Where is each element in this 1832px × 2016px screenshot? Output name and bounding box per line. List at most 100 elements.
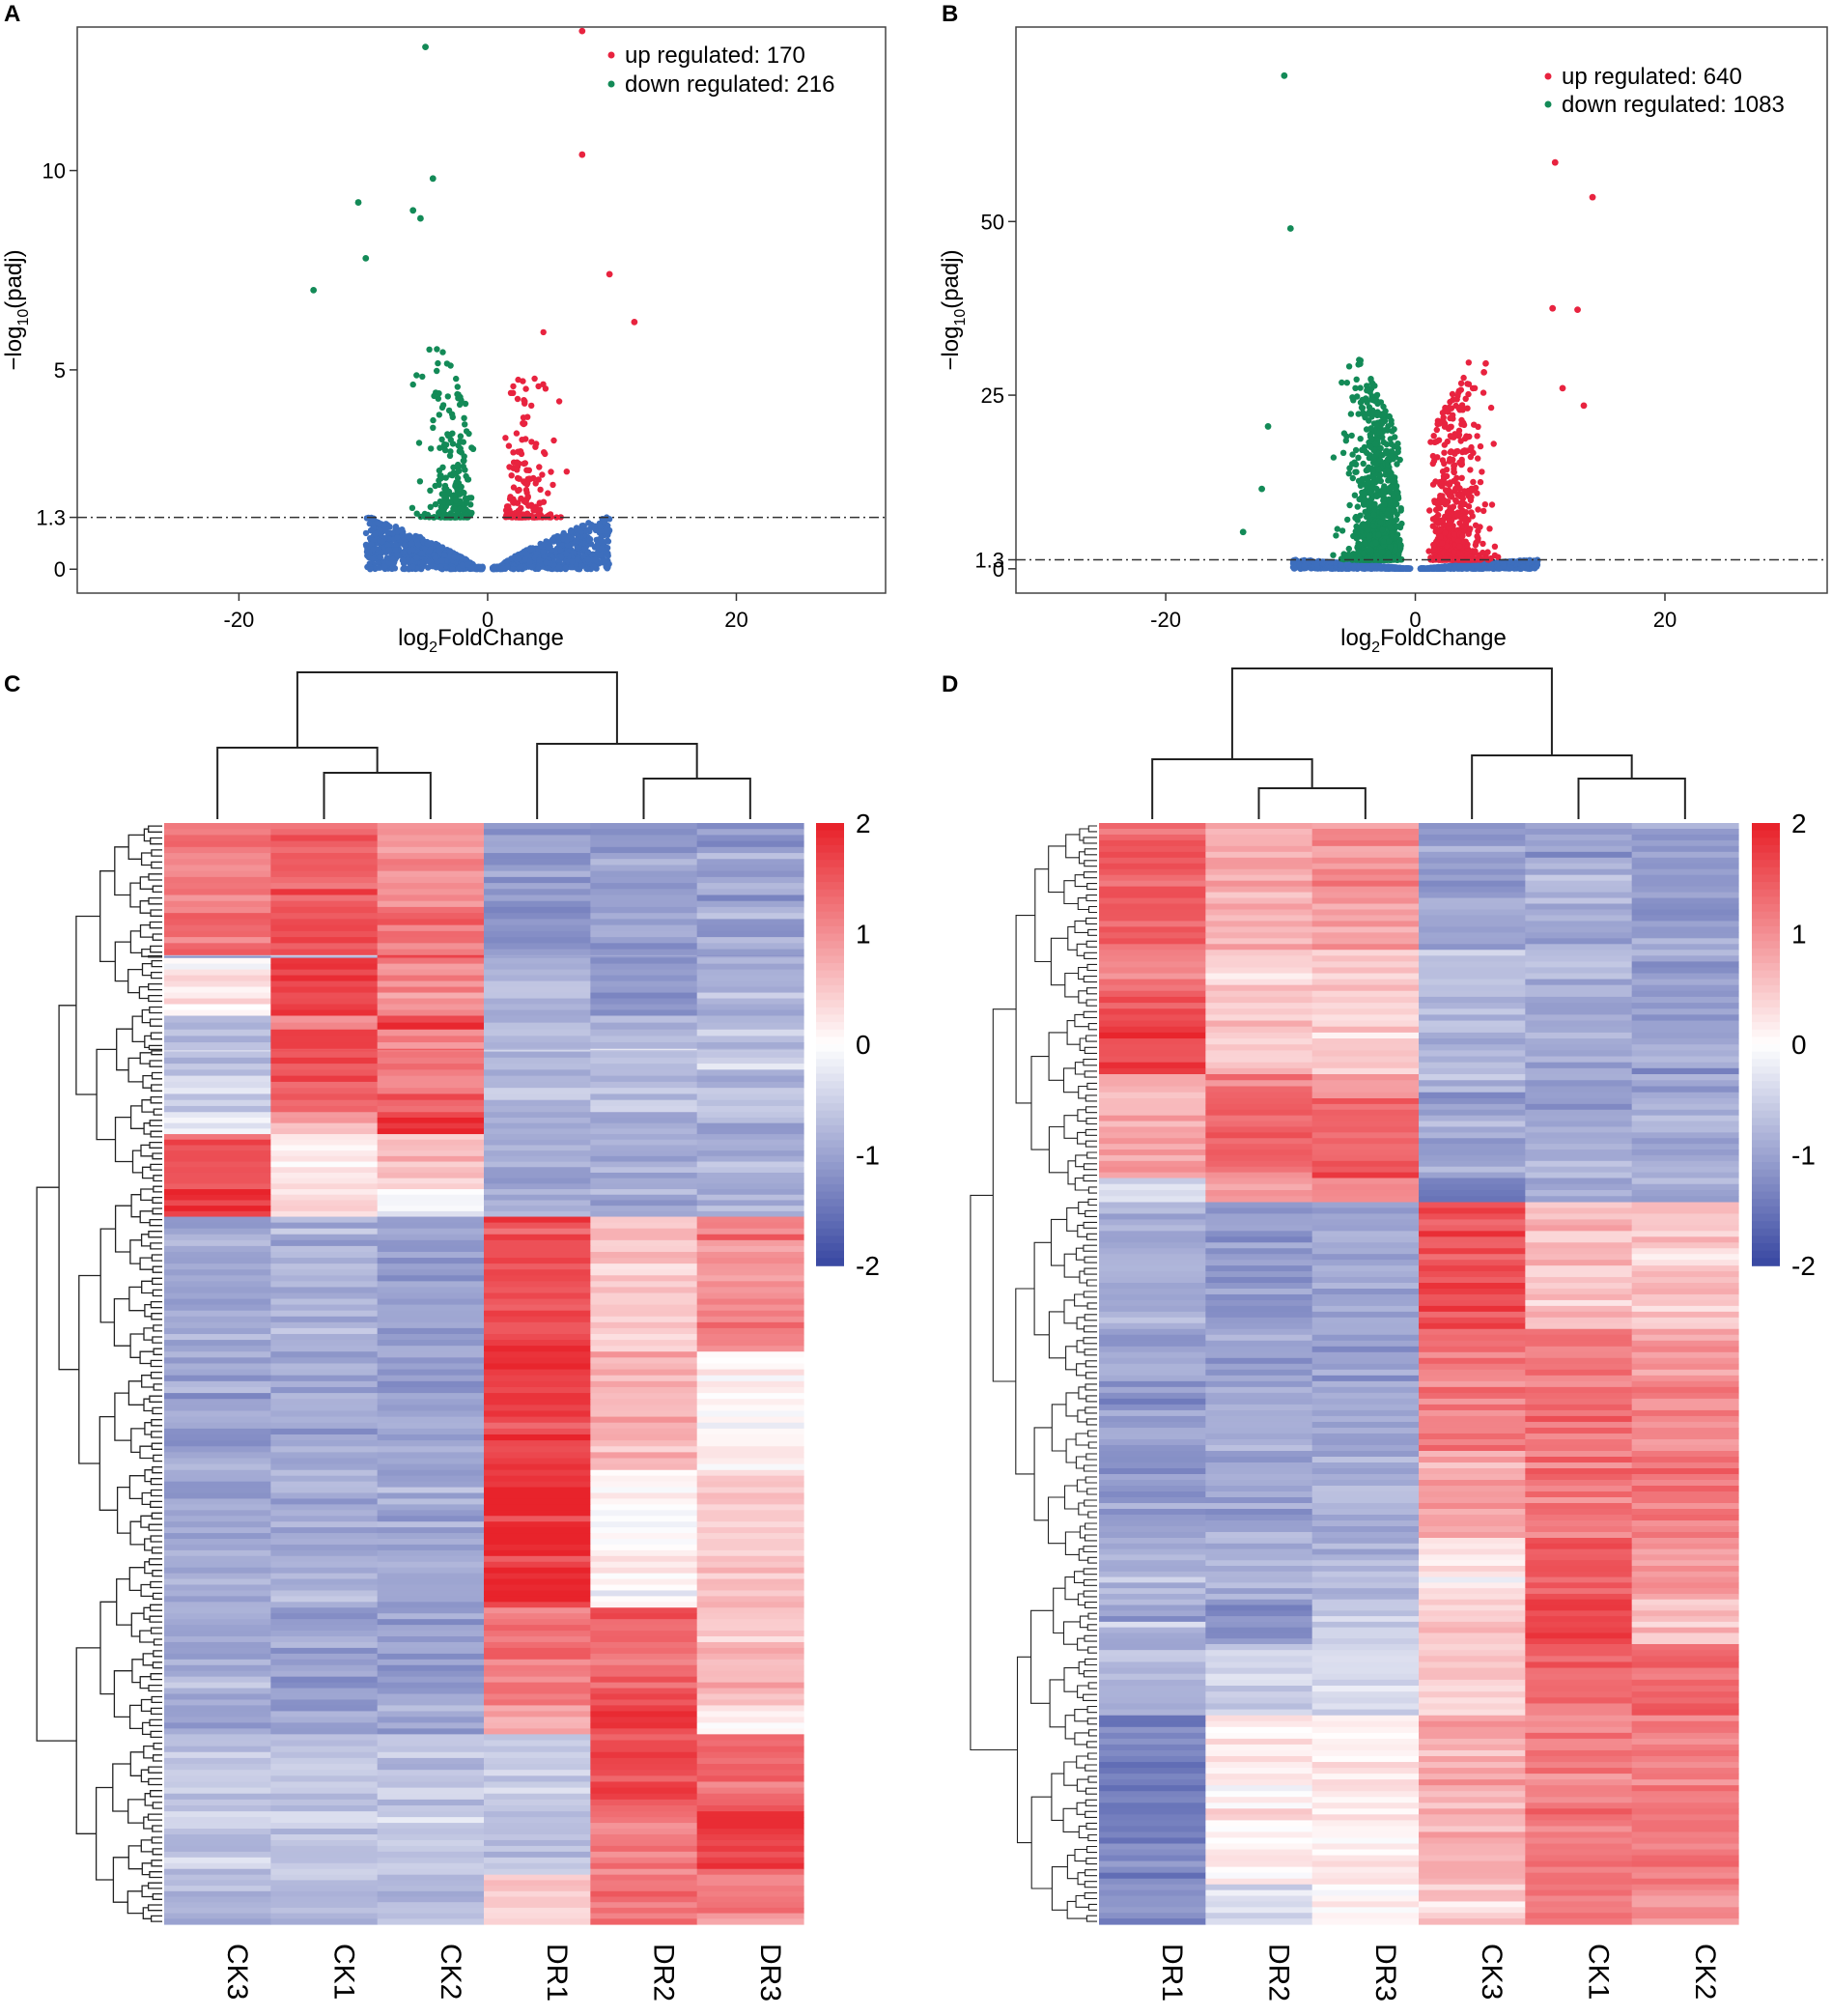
volcano-b-point-up	[1453, 511, 1461, 518]
volcano-b-point-down	[1380, 487, 1387, 495]
volcano-b-point-down	[1364, 387, 1370, 394]
volcano-a-point-ns	[598, 527, 605, 534]
volcano-a-point-ns	[388, 565, 396, 573]
volcano-b-point-up	[1468, 509, 1475, 516]
volcano-b-point-up	[1480, 549, 1486, 556]
volcano-b-point-ns	[1290, 565, 1298, 572]
volcano-b-point-up	[1491, 543, 1499, 550]
volcano-a-point-up	[502, 435, 509, 441]
volcano-b-point-down	[1393, 516, 1400, 524]
volcano-a-point-up	[521, 460, 527, 468]
volcano-b-point-up	[1445, 425, 1452, 432]
volcano-b-point-up	[1490, 440, 1497, 447]
volcano-a-point-up	[519, 437, 525, 443]
volcano-a-point-ns	[563, 551, 570, 557]
volcano-a-point-down	[457, 445, 464, 452]
volcano-b-point-ns	[1477, 564, 1483, 571]
volcano-b-point-down	[1353, 376, 1360, 383]
volcano-a-point-ns	[385, 547, 393, 554]
volcano-b-point-down	[1390, 478, 1396, 485]
volcano-b-point-down	[1392, 497, 1398, 504]
volcano-a-point-ns	[409, 546, 416, 554]
volcano-a-point-up	[514, 459, 521, 466]
panel-label-d: D	[942, 671, 958, 697]
volcano-a-point-ns	[605, 553, 611, 559]
volcano-a-point-up	[545, 490, 551, 497]
volcano-a-point-up	[534, 508, 542, 515]
volcano-a-point-down	[437, 444, 443, 451]
panel-label-b: B	[942, 1, 958, 27]
volcano-a-point-down	[434, 346, 440, 353]
volcano-a-point-up	[563, 469, 570, 475]
volcano-a-ytick-label: 1.3	[36, 506, 66, 530]
volcano-b-point-up	[1474, 433, 1480, 440]
volcano-b-ytick-label: 50	[981, 210, 1004, 234]
volcano-a-point-ns	[418, 559, 426, 566]
volcano-a-point-down	[409, 381, 416, 388]
legend-down-label-a: down regulated: 216	[625, 71, 835, 98]
volcano-b-point-down	[1360, 460, 1367, 468]
volcano-b-point-up	[1471, 421, 1478, 428]
volcano-a-point-down	[462, 400, 469, 408]
volcano-b-point-down	[1374, 409, 1381, 415]
volcano-a-point-down	[445, 407, 453, 414]
volcano-a-point-down	[459, 506, 465, 513]
volcano-b-point-up	[1480, 389, 1487, 396]
volcano-b-point-up	[1467, 525, 1474, 532]
volcano-b-point-down	[1357, 384, 1364, 391]
volcano-b-point-up	[1477, 478, 1484, 486]
volcano-a-point-ns	[366, 549, 373, 555]
volcano-b-point-ns	[1369, 562, 1376, 569]
volcano-a-point-ns	[546, 543, 552, 551]
plot-area-a	[76, 26, 887, 594]
volcano-a-point-ns	[535, 565, 542, 573]
volcano-a-point-down	[436, 412, 442, 418]
volcano-b-point-up	[1441, 441, 1449, 448]
volcano-a-point-down	[427, 503, 434, 510]
volcano-a-point-ns	[409, 563, 416, 570]
volcano-b-point-up	[1455, 484, 1462, 491]
volcano-b-point-down	[1366, 454, 1373, 462]
volcano-a-point-up	[513, 430, 521, 437]
volcano-b-point-down	[1354, 503, 1362, 510]
volcano-b-point-up	[1459, 499, 1466, 507]
volcano-a-point-down	[447, 471, 454, 478]
volcano-a-point-ns	[372, 530, 379, 537]
volcano-a-point-ns	[499, 565, 507, 572]
volcano-a-point-up	[507, 494, 514, 500]
volcano-b-point-up	[1473, 539, 1480, 546]
volcano-b-point-up	[1430, 541, 1437, 549]
volcano-a-point-down	[439, 464, 446, 470]
volcano-b-point-down	[1368, 380, 1375, 386]
plot-area-b	[1015, 26, 1828, 594]
volcano-b-point-up	[1549, 304, 1557, 312]
volcano-a-point-up	[548, 469, 554, 475]
volcano-b-point-down	[1365, 479, 1371, 486]
volcano-b-point-up	[1465, 359, 1473, 366]
heatmap-c-row-dendrogram-link	[150, 837, 162, 845]
volcano-b-point-down	[1330, 552, 1337, 558]
volcano-a-point-ns	[401, 542, 409, 549]
volcano-a-point-down	[441, 485, 448, 493]
volcano-a-point-ns	[449, 565, 456, 573]
volcano-b-point-down	[1379, 526, 1386, 533]
volcano-a-point-up	[547, 511, 554, 518]
volcano-a-point-down	[435, 359, 441, 367]
volcano-b-point-down	[1385, 519, 1393, 525]
volcano-b-point-up	[1430, 433, 1437, 440]
volcano-b-point-down	[1386, 538, 1393, 545]
volcano-b-point-up	[1487, 404, 1495, 412]
volcano-b-point-up	[1449, 494, 1455, 500]
volcano-b-point-up	[1433, 438, 1441, 445]
volcano-a-point-up	[516, 475, 522, 482]
volcano-b-point-ns	[1519, 563, 1527, 571]
volcano-b-point-up	[1447, 479, 1454, 486]
volcano-b-point-down	[1258, 485, 1265, 493]
volcano-a-point-ns	[543, 559, 550, 566]
volcano-a-point-down	[452, 483, 459, 490]
volcano-a-point-ns	[424, 540, 431, 548]
volcano-a-ytick-label: 5	[54, 358, 66, 383]
volcano-a-point-ns	[400, 549, 407, 555]
